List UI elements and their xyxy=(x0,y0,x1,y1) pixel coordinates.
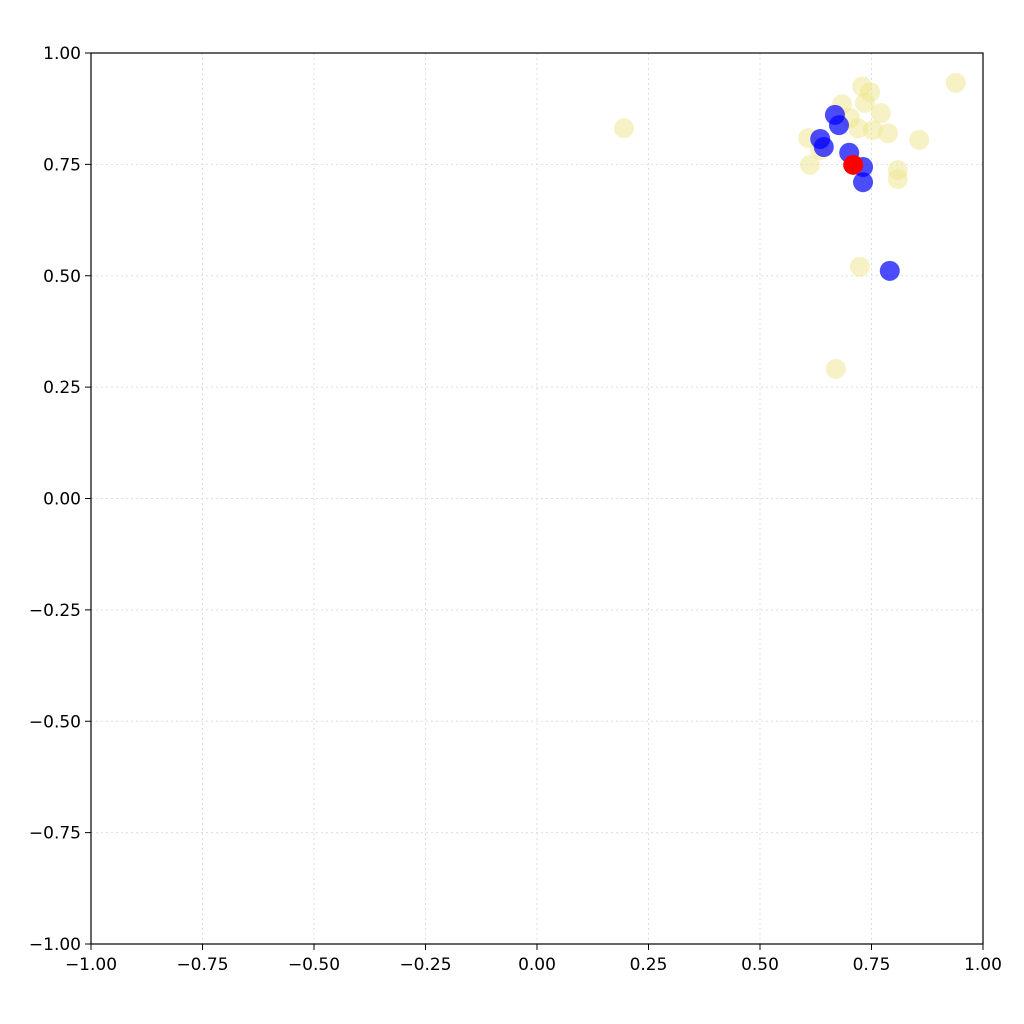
y-tick-label: 0.25 xyxy=(43,378,81,398)
y-tick-label: −0.75 xyxy=(29,824,81,844)
point xyxy=(843,154,864,175)
y-tick-label: −0.50 xyxy=(29,712,81,732)
point xyxy=(613,118,634,139)
y-tick-label: −0.25 xyxy=(29,601,81,621)
point xyxy=(870,103,891,124)
y-tick-label: −1.00 xyxy=(29,935,81,955)
point xyxy=(878,123,899,144)
point xyxy=(909,129,930,150)
x-tick-label: 0.75 xyxy=(853,955,891,975)
point xyxy=(853,172,874,193)
y-tick-label: 0.50 xyxy=(43,267,81,287)
x-tick-label: −0.25 xyxy=(399,955,451,975)
point xyxy=(825,358,846,379)
point xyxy=(813,137,834,158)
plot-frame xyxy=(90,52,984,945)
point xyxy=(945,72,966,93)
point xyxy=(887,169,908,190)
x-tick-label: 0.00 xyxy=(518,955,556,975)
point xyxy=(799,154,820,175)
point xyxy=(854,92,875,113)
point xyxy=(848,118,869,139)
x-tick-label: −0.50 xyxy=(288,955,340,975)
y-tick-label: 1.00 xyxy=(43,44,81,64)
x-tick-label: 1.00 xyxy=(964,955,1002,975)
point xyxy=(879,260,900,281)
point xyxy=(862,120,883,141)
y-tick-label: 0.75 xyxy=(43,155,81,175)
x-tick-label: 0.25 xyxy=(630,955,668,975)
point xyxy=(828,115,849,136)
x-tick-label: 0.50 xyxy=(741,955,779,975)
y-tick-label: 0.00 xyxy=(43,490,81,510)
point xyxy=(849,256,870,277)
x-tick-label: −0.75 xyxy=(176,955,228,975)
x-tick-label: −1.00 xyxy=(65,955,117,975)
